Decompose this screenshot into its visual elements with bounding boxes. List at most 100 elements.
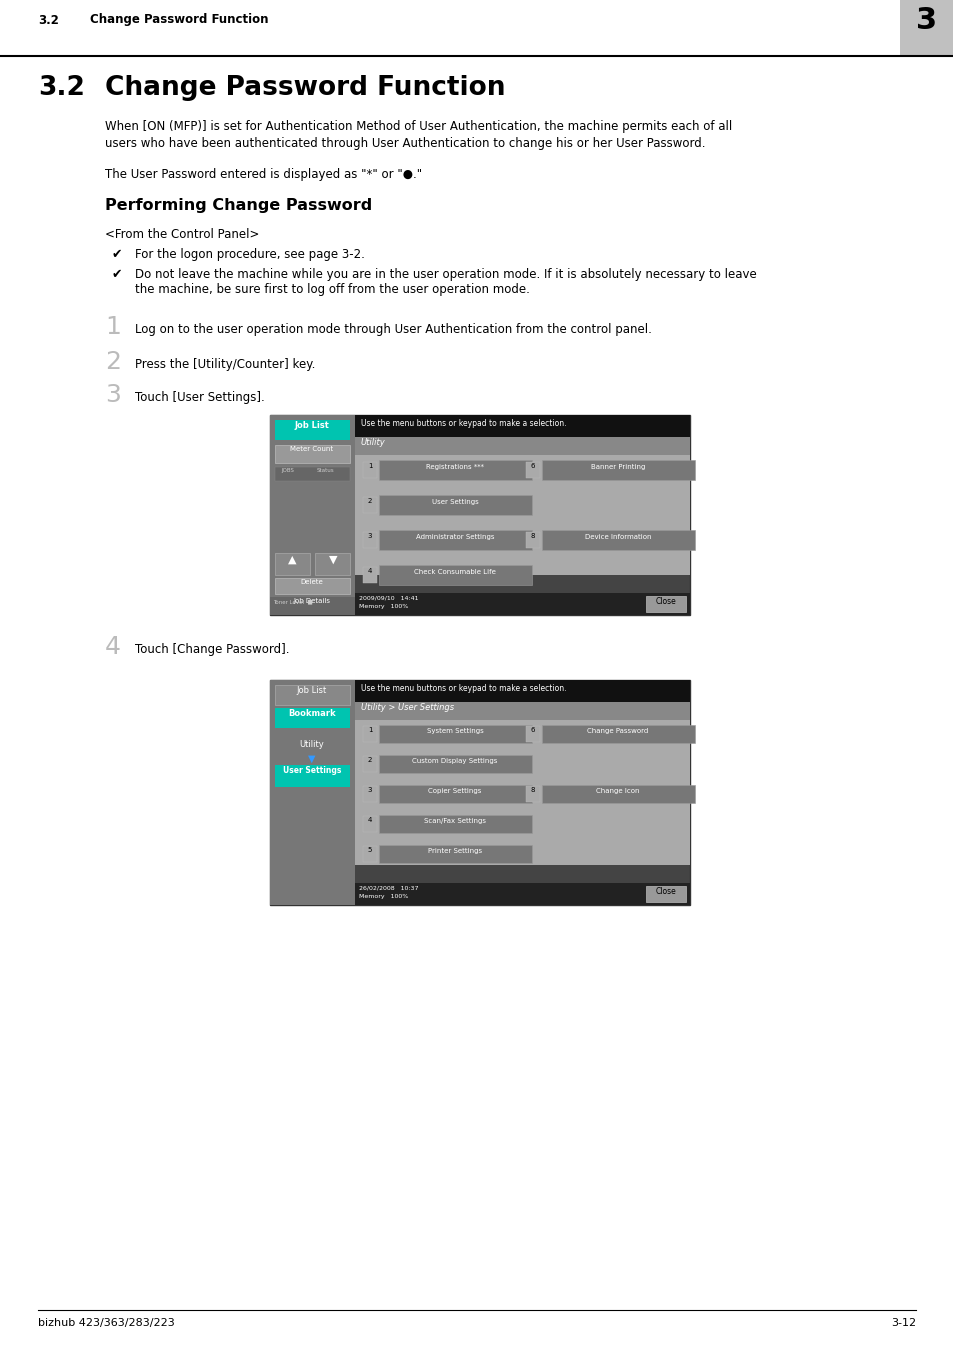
Bar xyxy=(541,725,695,743)
Text: users who have been authenticated through User Authentication to change his or h: users who have been authenticated throug… xyxy=(105,136,705,150)
Bar xyxy=(525,462,539,478)
Bar xyxy=(378,815,532,833)
Bar xyxy=(378,755,532,774)
Bar xyxy=(355,720,689,865)
Bar xyxy=(270,414,355,616)
Bar xyxy=(355,883,689,905)
Bar xyxy=(355,414,689,437)
Bar xyxy=(363,462,376,478)
Bar xyxy=(274,446,350,463)
Bar xyxy=(270,414,689,616)
Text: 3.2: 3.2 xyxy=(38,76,85,101)
Bar xyxy=(355,702,689,720)
Text: 3: 3 xyxy=(916,5,937,35)
Bar xyxy=(541,784,695,803)
Text: When [ON (MFP)] is set for Authentication Method of User Authentication, the mac: When [ON (MFP)] is set for Authenticatio… xyxy=(105,120,732,134)
Text: User Settings: User Settings xyxy=(431,500,477,505)
Text: ▲: ▲ xyxy=(288,555,296,566)
Bar xyxy=(899,0,953,55)
Bar xyxy=(274,578,350,594)
Text: Change Password Function: Change Password Function xyxy=(105,76,505,101)
Text: Administrator Settings: Administrator Settings xyxy=(416,535,494,540)
Text: Custom Display Settings: Custom Display Settings xyxy=(412,757,497,764)
Bar xyxy=(363,497,376,513)
Text: 4: 4 xyxy=(368,817,372,824)
Text: Scan/Fax Settings: Scan/Fax Settings xyxy=(423,818,485,824)
Bar xyxy=(363,846,376,863)
Text: 2: 2 xyxy=(105,350,121,374)
Bar xyxy=(645,595,685,612)
Text: 3: 3 xyxy=(105,383,121,406)
Text: 8: 8 xyxy=(530,787,535,792)
Text: 4: 4 xyxy=(105,634,121,659)
Bar xyxy=(363,756,376,772)
Bar xyxy=(274,420,350,440)
Bar xyxy=(363,567,376,583)
Text: Press the [Utility/Counter] key.: Press the [Utility/Counter] key. xyxy=(135,358,315,371)
Text: Change Password: Change Password xyxy=(587,728,648,734)
Bar xyxy=(363,726,376,743)
Text: the machine, be sure first to log off from the user operation mode.: the machine, be sure first to log off fr… xyxy=(135,284,529,296)
Text: Touch [Change Password].: Touch [Change Password]. xyxy=(135,643,289,656)
Text: 3: 3 xyxy=(367,787,372,792)
Bar xyxy=(525,786,539,802)
Text: <From the Control Panel>: <From the Control Panel> xyxy=(105,228,259,242)
Bar xyxy=(363,786,376,802)
Text: 3: 3 xyxy=(367,533,372,539)
Text: Printer Settings: Printer Settings xyxy=(428,848,481,855)
Text: Change Password Function: Change Password Function xyxy=(90,14,268,27)
Bar xyxy=(355,437,689,455)
Bar xyxy=(541,460,695,481)
Text: Status: Status xyxy=(315,468,334,472)
Text: Delete: Delete xyxy=(300,579,323,585)
Text: 4: 4 xyxy=(368,568,372,574)
Bar xyxy=(355,593,689,616)
Text: 8: 8 xyxy=(530,533,535,539)
Text: 3.2: 3.2 xyxy=(38,14,59,27)
Bar xyxy=(363,815,376,832)
Text: Utility: Utility xyxy=(360,437,385,447)
Text: System Settings: System Settings xyxy=(426,728,483,734)
Bar xyxy=(355,680,689,702)
Text: Touch [User Settings].: Touch [User Settings]. xyxy=(135,392,265,404)
Text: ▼: ▼ xyxy=(308,755,315,764)
Text: Performing Change Password: Performing Change Password xyxy=(105,198,372,213)
Bar xyxy=(378,725,532,743)
Text: 2: 2 xyxy=(368,757,372,763)
Text: 2009/09/10   14:41: 2009/09/10 14:41 xyxy=(358,595,418,599)
Bar xyxy=(525,532,539,548)
Text: 3-12: 3-12 xyxy=(890,1318,915,1328)
Text: Copier Settings: Copier Settings xyxy=(428,788,481,794)
Text: User Settings: User Settings xyxy=(282,765,341,775)
Text: Close: Close xyxy=(655,597,676,606)
Bar xyxy=(378,495,532,514)
Text: bizhub 423/363/283/223: bizhub 423/363/283/223 xyxy=(38,1318,174,1328)
Bar xyxy=(274,684,350,705)
Text: 6: 6 xyxy=(530,728,535,733)
Text: Device Information: Device Information xyxy=(584,535,651,540)
Text: Log on to the user operation mode through User Authentication from the control p: Log on to the user operation mode throug… xyxy=(135,323,651,336)
Text: For the logon procedure, see page 3-2.: For the logon procedure, see page 3-2. xyxy=(135,248,364,261)
Text: Check Consumable Life: Check Consumable Life xyxy=(414,568,496,575)
Text: 6: 6 xyxy=(530,463,535,468)
Bar xyxy=(270,680,689,904)
Bar xyxy=(525,726,539,743)
Text: Bookmark: Bookmark xyxy=(288,709,335,718)
Bar xyxy=(274,467,350,481)
Bar xyxy=(645,886,685,902)
Text: Job List: Job List xyxy=(294,421,329,431)
Text: ✔: ✔ xyxy=(112,269,122,281)
Bar xyxy=(314,554,350,575)
Bar xyxy=(378,845,532,863)
Bar xyxy=(274,707,350,728)
Text: Use the menu buttons or keypad to make a selection.: Use the menu buttons or keypad to make a… xyxy=(360,684,566,693)
Bar xyxy=(274,554,310,575)
Text: 1: 1 xyxy=(367,728,372,733)
Text: JOBS: JOBS xyxy=(281,468,294,472)
Text: Registrations ***: Registrations *** xyxy=(426,464,483,470)
Text: Memory   100%: Memory 100% xyxy=(358,894,408,899)
Text: Toner Level  ■: Toner Level ■ xyxy=(273,599,313,603)
Bar xyxy=(274,765,350,787)
Text: Do not leave the machine while you are in the user operation mode. If it is abso: Do not leave the machine while you are i… xyxy=(135,269,756,281)
Text: Banner Printing: Banner Printing xyxy=(590,464,644,470)
